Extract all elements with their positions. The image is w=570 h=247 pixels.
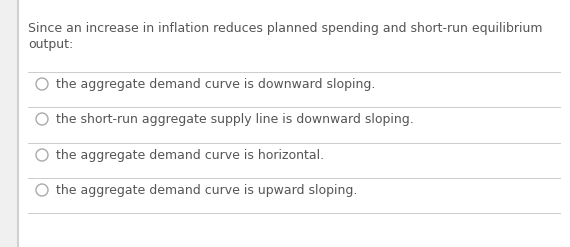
- Text: the short-run aggregate supply line is downward sloping.: the short-run aggregate supply line is d…: [56, 112, 414, 125]
- Text: the aggregate demand curve is downward sloping.: the aggregate demand curve is downward s…: [56, 78, 376, 90]
- Text: the aggregate demand curve is horizontal.: the aggregate demand curve is horizontal…: [56, 148, 324, 162]
- Text: the aggregate demand curve is upward sloping.: the aggregate demand curve is upward slo…: [56, 184, 357, 197]
- Text: output:: output:: [28, 38, 74, 51]
- Text: Since an increase in inflation reduces planned spending and short-run equilibriu: Since an increase in inflation reduces p…: [28, 22, 543, 35]
